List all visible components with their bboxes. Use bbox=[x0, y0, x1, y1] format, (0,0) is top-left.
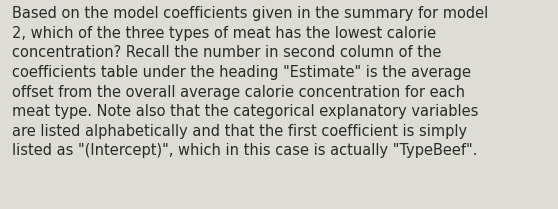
Text: Based on the model coefficients given in the summary for model
2, which of the t: Based on the model coefficients given in… bbox=[12, 6, 488, 158]
